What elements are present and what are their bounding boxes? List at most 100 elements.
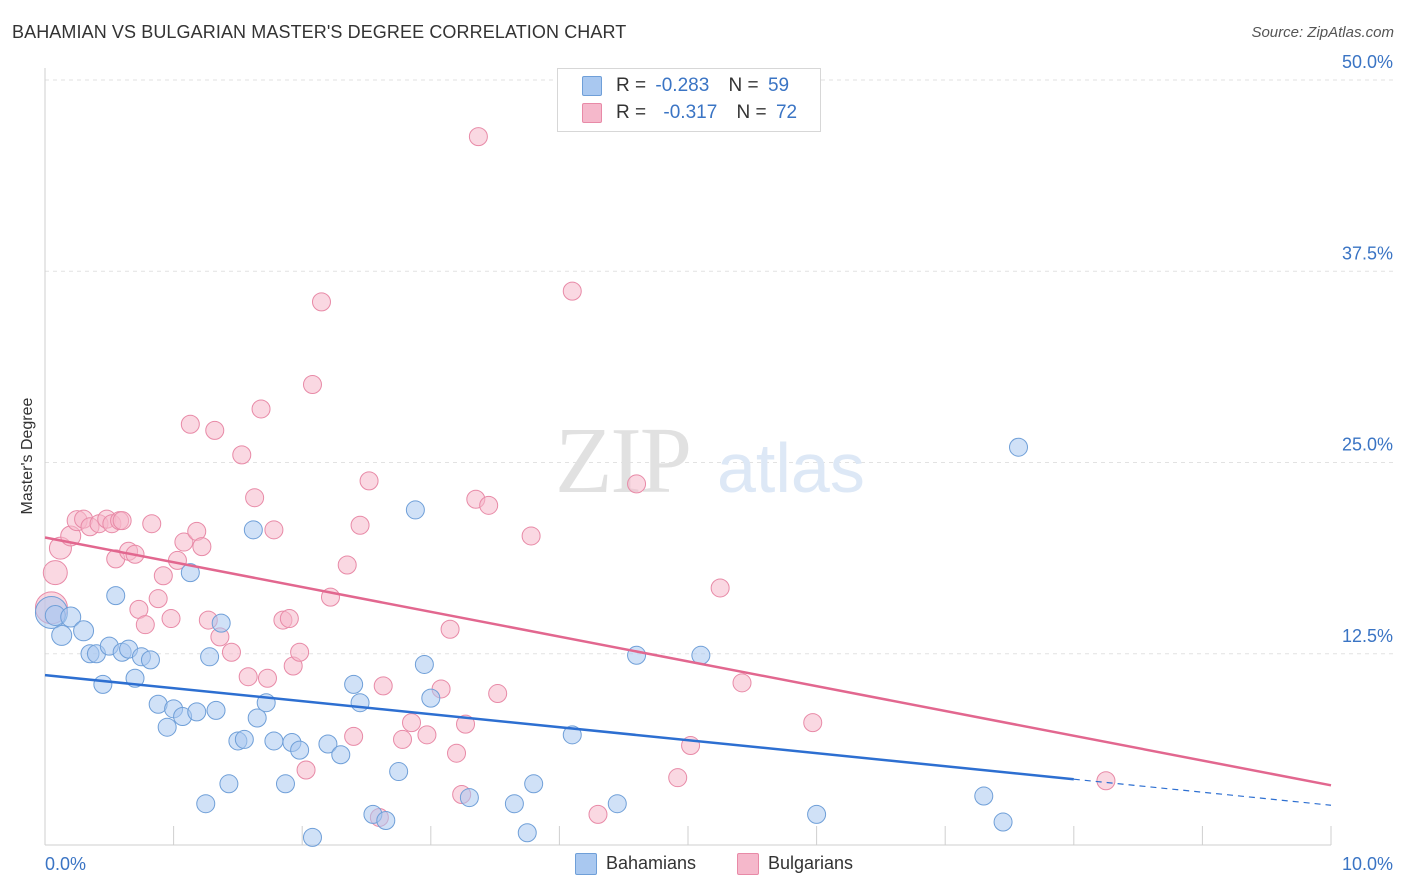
chart-title: BAHAMIAN VS BULGARIAN MASTER'S DEGREE CO… — [12, 22, 627, 42]
data-point — [257, 668, 277, 688]
legend-n-value: 72 — [775, 102, 798, 123]
data-point — [251, 399, 271, 419]
y-tick-label: 25.0% — [1342, 435, 1393, 455]
data-point — [468, 127, 488, 147]
data-point — [264, 520, 284, 540]
data-point — [106, 586, 126, 606]
data-point — [405, 500, 425, 520]
bottom-legend-swatch-bulgarians — [737, 853, 759, 875]
data-point — [290, 740, 310, 760]
stats-legend: R = -0.283 N = 59 R = -0.317 N = 72 — [557, 68, 821, 132]
data-point — [803, 713, 823, 733]
data-point — [376, 811, 396, 831]
data-point — [247, 708, 267, 728]
data-point — [221, 642, 241, 662]
data-point — [142, 514, 162, 534]
data-point — [562, 281, 582, 301]
data-point — [479, 495, 499, 515]
data-point — [60, 606, 82, 628]
data-point — [993, 812, 1013, 832]
data-point — [148, 589, 168, 609]
data-point — [219, 774, 239, 794]
data-point — [359, 471, 379, 491]
data-point — [140, 650, 160, 670]
data-point — [234, 729, 254, 749]
data-point — [180, 563, 200, 583]
data-point — [1096, 771, 1116, 791]
data-point — [517, 823, 537, 843]
data-point — [192, 537, 212, 557]
y-tick-label: 37.5% — [1342, 243, 1393, 263]
data-point — [51, 624, 73, 646]
legend-r-value: -0.283 — [655, 75, 710, 96]
data-point — [318, 734, 338, 754]
y-tick-label: 12.5% — [1342, 626, 1393, 646]
legend-r-label: R = — [616, 102, 647, 123]
tick-labels: 12.5% 25.0% 37.5% 50.0% 0.0% 10.0% — [45, 52, 1393, 874]
legend-n-label: N = — [728, 75, 759, 96]
source-note: Source: ZipAtlas.com — [1251, 24, 1394, 41]
data-point — [232, 445, 252, 465]
data-point — [974, 786, 994, 806]
data-point — [264, 731, 284, 751]
data-point — [732, 673, 752, 693]
data-point — [302, 374, 322, 394]
data-point — [627, 474, 647, 494]
data-point — [524, 774, 544, 794]
data-point — [504, 794, 524, 814]
bottom-legend-label-bahamians: Bahamians — [606, 853, 697, 873]
data-point — [389, 762, 409, 782]
data-point — [200, 647, 220, 667]
series-bulgarians — [34, 127, 1116, 827]
data-point — [421, 688, 441, 708]
data-point — [588, 804, 608, 824]
data-point — [112, 511, 132, 531]
data-point — [459, 788, 479, 808]
trend-line — [44, 536, 1332, 787]
data-point — [627, 645, 647, 665]
legend-swatch-bahamians — [582, 76, 602, 96]
data-point — [417, 725, 437, 745]
trend-line — [44, 673, 1074, 781]
data-point — [42, 560, 68, 586]
data-point — [393, 729, 413, 749]
data-point — [344, 726, 364, 746]
data-point — [807, 804, 827, 824]
watermark-zip: ZIP — [555, 409, 690, 513]
data-point — [488, 684, 508, 704]
data-point — [402, 713, 422, 733]
x-tick-label: 10.0% — [1342, 854, 1393, 874]
data-point — [135, 615, 155, 635]
data-point — [245, 488, 265, 508]
data-point — [350, 693, 370, 713]
grid-lines — [45, 79, 1393, 655]
data-point — [275, 774, 295, 794]
data-point — [607, 794, 627, 814]
data-point — [350, 515, 370, 535]
data-point — [562, 725, 582, 745]
legend-n-value: 59 — [767, 75, 790, 96]
legend-r-label: R = — [616, 75, 647, 96]
data-point — [157, 717, 177, 737]
data-point — [302, 827, 322, 847]
data-point — [161, 609, 181, 629]
trend-lines — [44, 536, 1332, 806]
data-point — [668, 768, 688, 788]
data-point — [205, 420, 225, 440]
data-point — [279, 609, 299, 629]
data-point — [290, 642, 310, 662]
bottom-legend-swatch-bahamians — [575, 853, 597, 875]
data-point — [153, 566, 173, 586]
data-point — [73, 620, 95, 642]
data-point — [238, 667, 258, 687]
data-point — [521, 526, 541, 546]
data-point — [180, 414, 200, 434]
watermark-atlas: atlas — [717, 429, 865, 507]
axes — [44, 68, 1332, 846]
data-point — [344, 674, 364, 694]
data-point — [187, 702, 207, 722]
data-point — [206, 700, 226, 720]
data-point — [296, 760, 316, 780]
legend-r-value: -0.317 — [663, 102, 718, 123]
